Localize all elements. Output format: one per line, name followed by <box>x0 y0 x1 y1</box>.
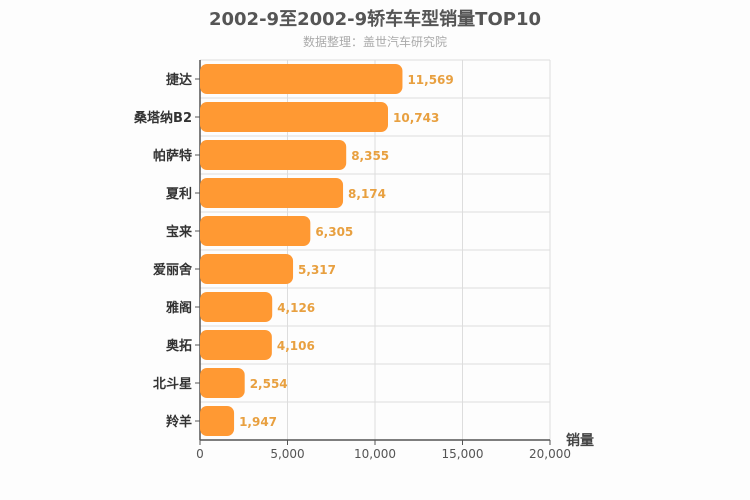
value-label: 1,947 <box>239 415 277 429</box>
category-label: 奥拓 <box>166 338 192 354</box>
x-tick-label: 15,000 <box>442 447 484 461</box>
category-label: 捷达 <box>166 72 192 88</box>
category-label: 雅阁 <box>166 300 192 316</box>
value-label: 6,305 <box>315 225 353 239</box>
category-label: 爱丽舍 <box>153 262 193 278</box>
category-label: 羚羊 <box>166 414 192 430</box>
value-label: 11,569 <box>407 73 453 87</box>
bar <box>200 102 389 132</box>
category-label: 北斗星 <box>153 377 192 392</box>
chart-title: 2002-9至2002-9轿车车型销量TOP10 <box>208 9 541 30</box>
value-label: 4,126 <box>277 301 315 315</box>
value-label: 8,174 <box>348 187 386 201</box>
category-label: 帕萨特 <box>153 148 192 164</box>
bar <box>200 216 311 246</box>
x-tick-label: 5,000 <box>270 447 304 461</box>
value-label: 4,106 <box>277 339 315 353</box>
value-label: 8,355 <box>351 149 389 163</box>
category-label: 夏利 <box>165 186 192 202</box>
bar <box>200 292 273 322</box>
bar <box>200 406 235 436</box>
value-label: 2,554 <box>250 377 288 391</box>
bar <box>200 330 272 360</box>
bar <box>200 254 294 284</box>
category-label: 桑塔纳B2 <box>133 110 192 126</box>
bar <box>200 368 245 398</box>
category-label: 宝来 <box>166 224 193 240</box>
value-label: 10,743 <box>393 111 439 125</box>
chart-subtitle: 数据整理：盖世汽车研究院 <box>302 35 447 49</box>
bar <box>200 64 403 94</box>
value-label: 5,317 <box>298 263 336 277</box>
x-axis-title: 销量 <box>566 432 594 449</box>
bar <box>200 140 347 170</box>
x-tick-label: 10,000 <box>354 447 396 461</box>
x-tick-label: 0 <box>196 447 204 461</box>
x-tick-label: 20,000 <box>529 447 571 461</box>
bar <box>200 178 344 208</box>
